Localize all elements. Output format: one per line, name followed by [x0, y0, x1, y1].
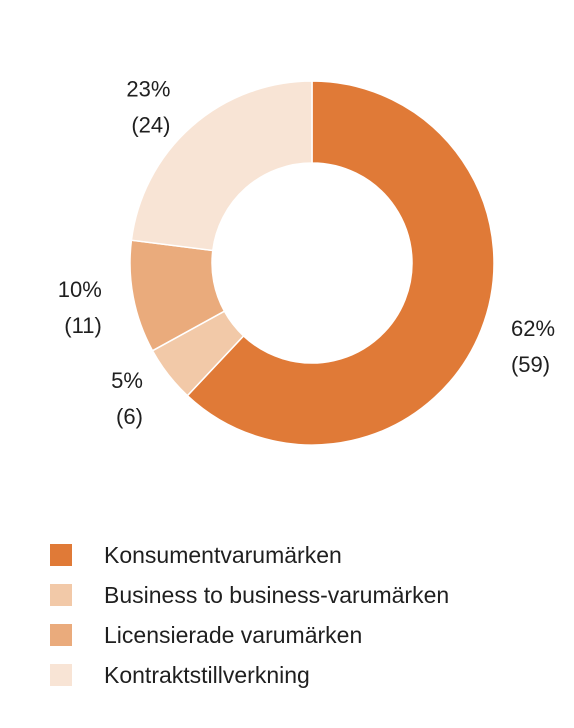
legend-swatch — [50, 544, 72, 566]
donut-slice-1 — [186, 80, 495, 446]
legend-label: Kontraktstillverkning — [104, 661, 310, 688]
donut-slices — [129, 80, 495, 446]
legend-item: Kontraktstillverkning — [50, 655, 449, 695]
legend-item: Licensierade varumärken — [50, 615, 449, 655]
legend-label: Konsumentvarumärken — [104, 541, 342, 568]
donut-slice-4 — [130, 80, 313, 252]
slice-count-label-2: (6) — [116, 404, 143, 429]
legend-swatch — [50, 664, 72, 686]
slice-percent-label-2: 5% — [111, 368, 143, 393]
slice-percent-label-4: 23% — [126, 76, 170, 101]
legend-swatch — [50, 584, 72, 606]
donut-chart: 62% (59) 5% (6) 10% (11) 23% (24) — [58, 76, 555, 446]
slice-count-label-3: (11) — [64, 313, 102, 338]
legend-swatch — [50, 624, 72, 646]
slice-percent-label-3: 10% — [58, 277, 102, 302]
slice-count-label-4: (24) — [131, 112, 170, 137]
legend-label: Licensierade varumärken — [104, 621, 363, 648]
legend-label: Business to business-varumärken — [104, 581, 450, 608]
legend-item: Konsumentvarumärken — [50, 535, 449, 575]
slice-percent-label-1: 62% — [511, 316, 555, 341]
slice-labels: 62% (59) 5% (6) 10% (11) 23% (24) — [58, 76, 555, 429]
slice-count-label-1: (59) — [511, 352, 550, 377]
legend: Konsumentvarumärken Business to business-… — [50, 535, 449, 695]
legend-item: Business to business-varumärken — [50, 575, 449, 615]
